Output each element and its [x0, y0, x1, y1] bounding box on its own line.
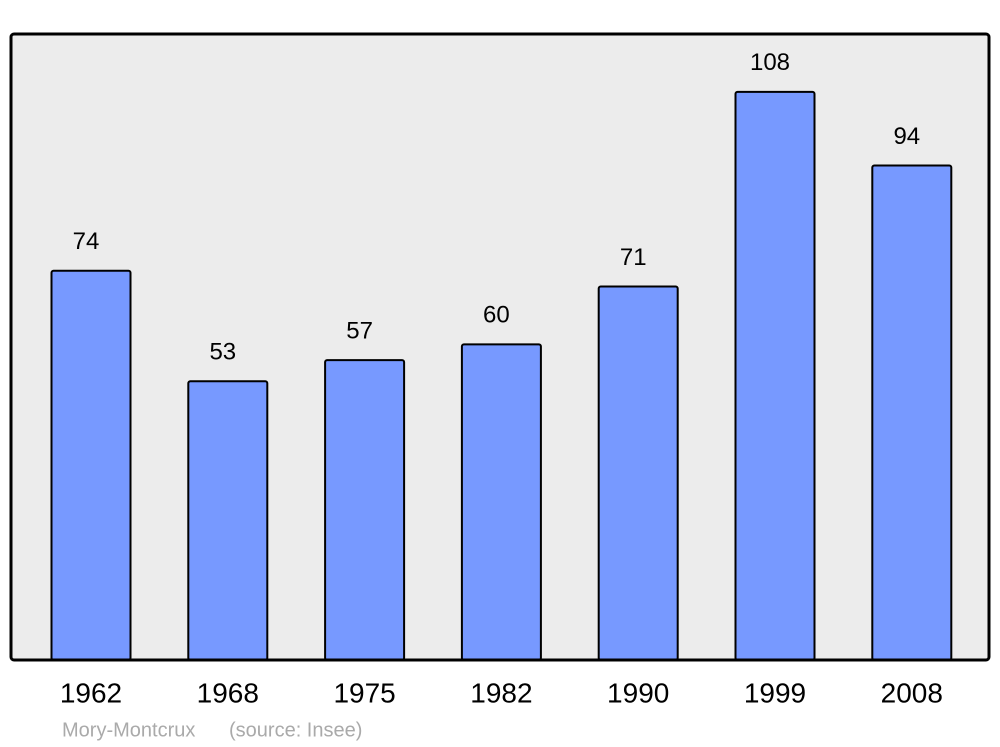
marks — [50, 90, 953, 662]
x-tick-label: 2008 — [881, 677, 943, 708]
bar — [187, 380, 269, 661]
value-label: 74 — [73, 228, 100, 255]
value-label: 57 — [346, 317, 373, 344]
bar — [597, 285, 679, 661]
plot-border — [9, 32, 991, 662]
value-label: 108 — [750, 49, 790, 76]
x-tick-label: 1990 — [607, 677, 669, 708]
x-tick-label: 1962 — [60, 677, 122, 708]
bar — [324, 359, 406, 661]
bar — [734, 90, 816, 662]
chart-title: Mory-Montcrux — [62, 719, 195, 741]
value-label: 94 — [893, 123, 920, 150]
bar — [50, 269, 132, 661]
value-label: 60 — [483, 302, 510, 329]
value-label: 53 — [209, 339, 236, 366]
x-tick-label: 1975 — [333, 677, 395, 708]
x-tick-label: 1982 — [470, 677, 532, 708]
bar — [460, 343, 542, 661]
source-note: (source: Insee) — [229, 719, 362, 741]
bar — [871, 164, 953, 661]
value-label: 71 — [620, 244, 647, 271]
x-tick-label: 1999 — [744, 677, 806, 708]
x-tick-label: 1968 — [197, 677, 259, 708]
